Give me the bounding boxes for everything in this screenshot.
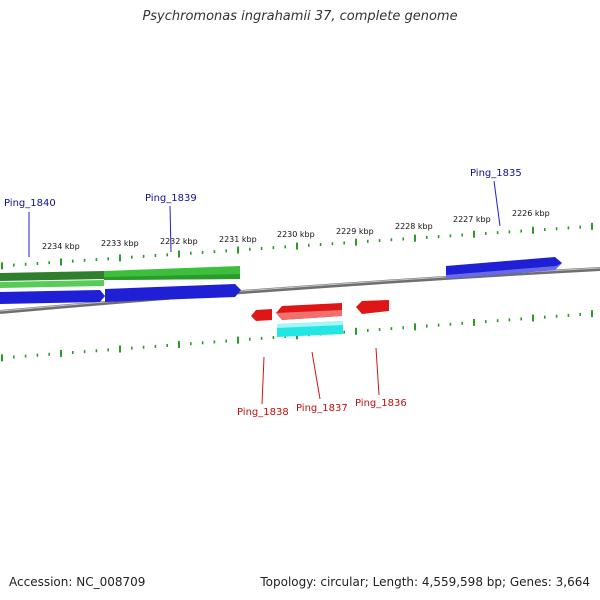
gene-arrow-ping-1836[interactable] xyxy=(356,300,389,314)
leader-line-ping-1835 xyxy=(493,180,501,227)
leader-line-ping-1838 xyxy=(261,356,265,405)
scale-label-2232: 2232 kbp xyxy=(160,237,198,246)
scale-label-2234: 2234 kbp xyxy=(42,242,80,251)
cds-feature-shadow xyxy=(104,274,240,280)
leader-line-ping-1839 xyxy=(169,205,172,253)
leader-line-ping-1836 xyxy=(375,347,380,396)
cds-feature[interactable] xyxy=(0,280,104,288)
scale-label-2229: 2229 kbp xyxy=(336,227,374,236)
gene-label-ping-1835[interactable]: Ping_1835 xyxy=(470,168,522,179)
scale-label-2233: 2233 kbp xyxy=(101,239,139,248)
gene-arrow-ping-1838[interactable] xyxy=(251,309,272,321)
gene-arrow-shadow xyxy=(276,310,342,320)
gene-label-ping-1837[interactable]: Ping_1837 xyxy=(296,403,348,414)
genome-backbone xyxy=(0,267,600,314)
forward-gene-features xyxy=(0,257,562,304)
scale-label-2230: 2230 kbp xyxy=(277,230,315,239)
gene-label-ping-1839[interactable]: Ping_1839 xyxy=(145,193,197,204)
gene-arrow-ping-1839[interactable] xyxy=(105,284,241,302)
scale-labels: 2234 kbp 2233 kbp 2232 kbp 2231 kbp 2230… xyxy=(42,209,550,251)
gene-labels: Ping_1840 Ping_1839 Ping_1835 Ping_1838 … xyxy=(4,168,522,418)
reverse-cds-features xyxy=(277,321,343,337)
scale-label-2226: 2226 kbp xyxy=(512,209,550,218)
cds-feature[interactable] xyxy=(0,271,104,281)
scale-label-2227: 2227 kbp xyxy=(453,215,491,224)
gene-label-ping-1840[interactable]: Ping_1840 xyxy=(4,198,56,209)
gene-label-ping-1838[interactable]: Ping_1838 xyxy=(237,407,289,418)
gene-arrow-shadow xyxy=(446,263,562,279)
forward-cds-features xyxy=(0,266,240,288)
label-leader-lines xyxy=(28,180,501,405)
gene-label-ping-1836[interactable]: Ping_1836 xyxy=(355,398,407,409)
map-title: Psychromonas ingrahamii 37, complete gen… xyxy=(142,9,458,24)
upper-tick-row xyxy=(1,222,593,270)
scale-label-2231: 2231 kbp xyxy=(219,235,257,244)
leader-line-ping-1837 xyxy=(311,351,321,400)
accession-text: Accession: NC_008709 xyxy=(9,575,146,589)
scale-label-2228: 2228 kbp xyxy=(395,222,433,231)
reverse-gene-features xyxy=(251,300,389,321)
gene-arrow-ping-1840[interactable] xyxy=(0,290,105,304)
genome-summary-text: Topology: circular; Length: 4,559,598 bp… xyxy=(260,575,590,589)
cds-feature-shadow xyxy=(277,321,343,328)
